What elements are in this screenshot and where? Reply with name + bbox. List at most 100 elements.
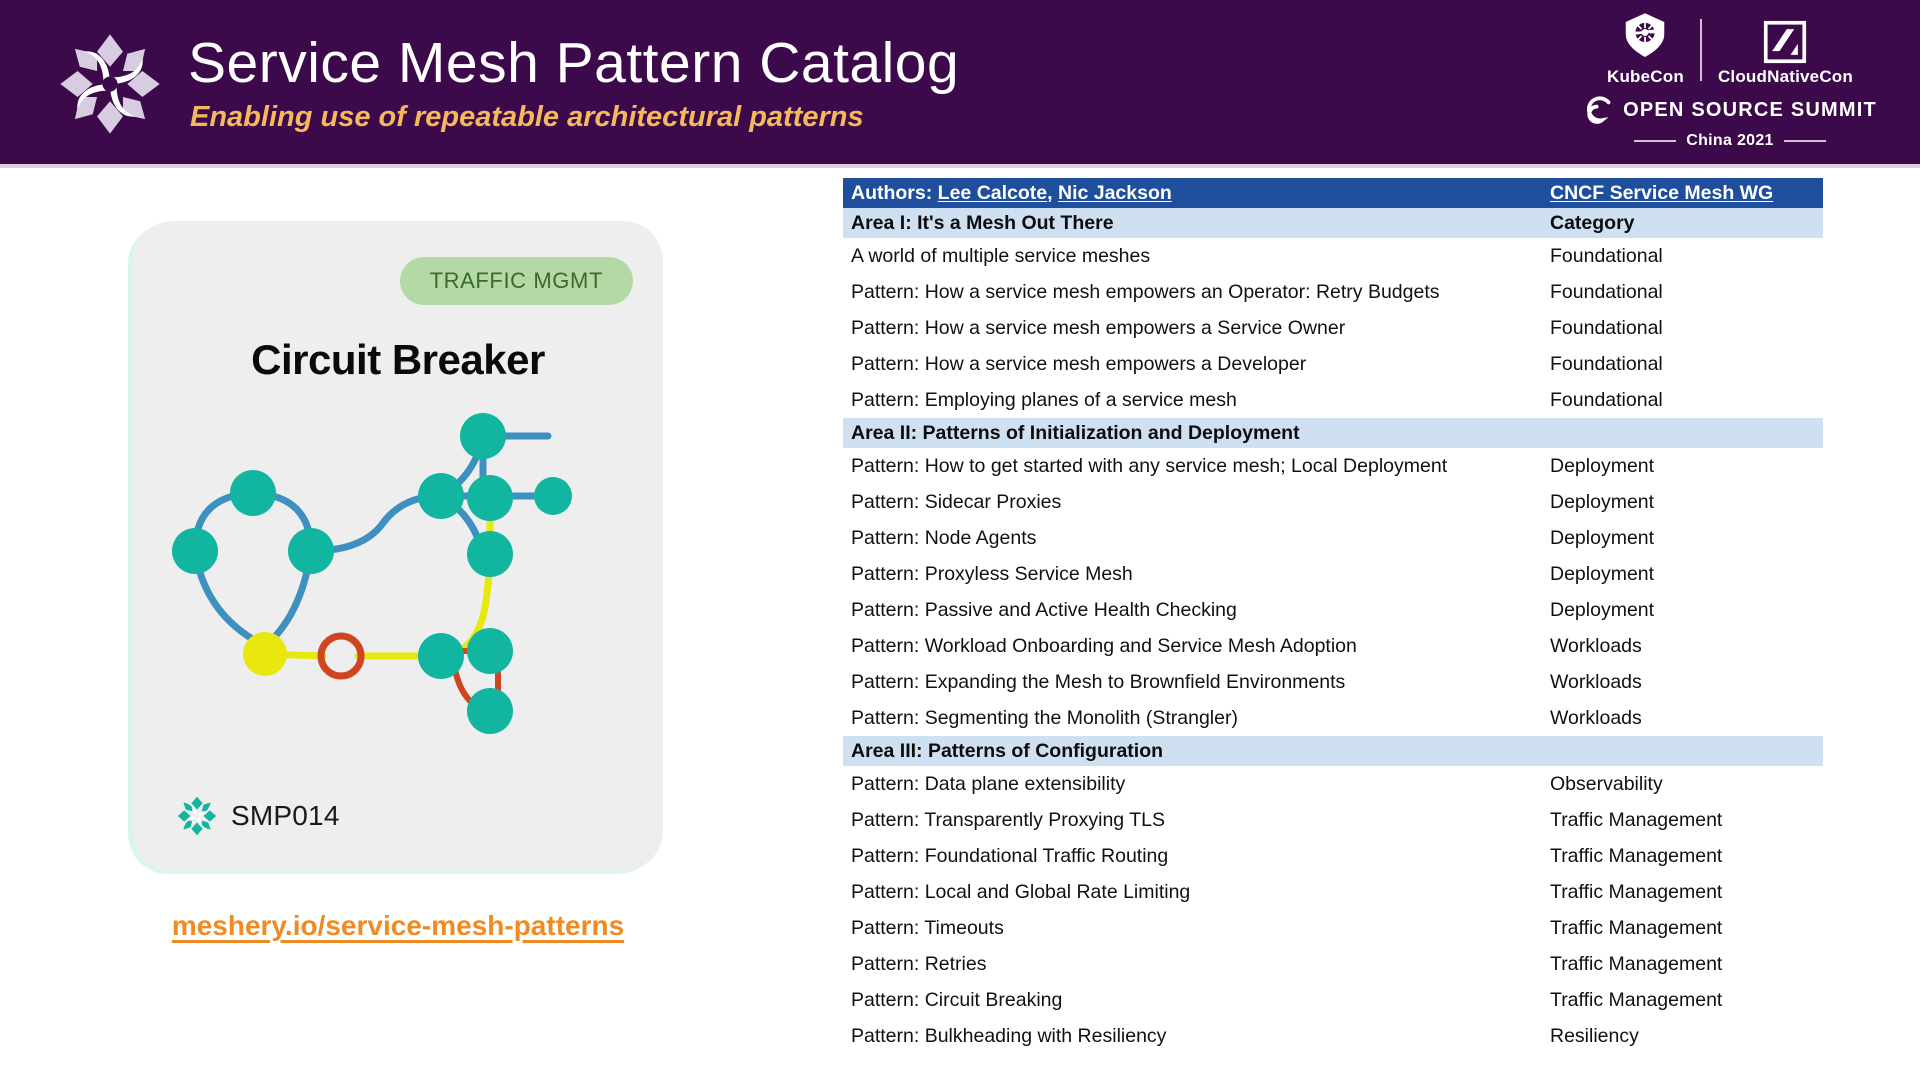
kubecon-label: KubeCon bbox=[1607, 67, 1684, 86]
table-row[interactable]: Pattern: Node Agents Deployment bbox=[843, 520, 1823, 556]
cloudnativecon-logo: CloudNativeCon bbox=[1718, 20, 1853, 87]
meshery-pinwheel-icon bbox=[177, 796, 217, 836]
area-title: Area III: Patterns of Configuration bbox=[851, 739, 1164, 762]
pattern-category-cell: Traffic Management bbox=[1550, 808, 1723, 831]
table-row[interactable]: Pattern: Transparently Proxying TLS Traff… bbox=[843, 802, 1823, 838]
pattern-name-cell: Pattern: Sidecar Proxies bbox=[851, 490, 1062, 513]
pattern-category-cell: Deployment bbox=[1550, 526, 1655, 549]
pattern-category-cell: Workloads bbox=[1550, 670, 1642, 693]
kubecon-logo: KubeCon bbox=[1607, 8, 1684, 87]
table-row[interactable]: Pattern: Foundational Traffic Routing Tra… bbox=[843, 838, 1823, 874]
pattern-name-cell: Pattern: Foundational Traffic Routing bbox=[851, 844, 1169, 867]
pattern-category-cell: Deployment bbox=[1550, 454, 1655, 477]
pattern-category-cell: Workloads bbox=[1550, 634, 1642, 657]
table-row[interactable]: Pattern: Sidecar Proxies Deployment bbox=[843, 484, 1823, 520]
area-title: Area I: It's a Mesh Out There bbox=[851, 211, 1114, 234]
sponsor-logos: KubeCon CloudNativeCon OPEN SOURCE SUMMI… bbox=[1580, 8, 1880, 158]
pattern-category-cell: Traffic Management bbox=[1550, 844, 1723, 867]
cloudnativecon-square-icon bbox=[1764, 20, 1807, 64]
authors-label: Authors: bbox=[851, 181, 933, 204]
table-row[interactable]: Pattern: How to get started with any ser… bbox=[843, 448, 1823, 484]
pattern-name-cell: Pattern: Timeouts bbox=[851, 916, 1004, 939]
kubernetes-helm-icon bbox=[1626, 13, 1665, 57]
meshery-pinwheel-icon bbox=[60, 34, 160, 134]
area-title: Area II: Patterns of Initialization and … bbox=[851, 421, 1300, 444]
authors-cell: Authors: Lee Calcote, Nic Jackson bbox=[843, 182, 1528, 205]
pattern-category-cell: Deployment bbox=[1550, 562, 1655, 585]
area-header-row: Area II: Patterns of Initialization and … bbox=[843, 418, 1823, 448]
pattern-category-cell: Traffic Management bbox=[1550, 916, 1723, 939]
pattern-name-cell: Pattern: Passive and Active Health Check… bbox=[851, 598, 1237, 621]
pattern-name-cell: Pattern: Local and Global Rate Limiting bbox=[851, 880, 1191, 903]
table-row[interactable]: Pattern: Timeouts Traffic Management bbox=[843, 910, 1823, 946]
pattern-name-cell: Pattern: Segmenting the Monolith (Strang… bbox=[851, 706, 1238, 729]
header-title-group: Service Mesh Pattern Catalog Enabling us… bbox=[188, 30, 960, 135]
cloudnativecon-label: CloudNativeCon bbox=[1717, 67, 1853, 86]
pattern-name-cell: Pattern: How a service mesh empowers a S… bbox=[851, 316, 1346, 339]
table-row[interactable]: Pattern: Proxyless Service Mesh Deploymen… bbox=[843, 556, 1823, 592]
pattern-name-cell: Pattern: How a service mesh empowers a D… bbox=[851, 352, 1307, 375]
pattern-name-cell: A world of multiple service meshes bbox=[851, 244, 1151, 267]
pattern-category-cell: Observability bbox=[1550, 772, 1663, 795]
table-row[interactable]: Pattern: Data plane extensibility Observa… bbox=[843, 766, 1823, 802]
table-row[interactable]: Pattern: Circuit Breaking Traffic Managem… bbox=[843, 982, 1823, 1018]
pattern-category-cell: Foundational bbox=[1550, 316, 1663, 339]
table-row[interactable]: Pattern: Employing planes of a service m… bbox=[843, 382, 1823, 418]
table-row[interactable]: A world of multiple service meshes Founda… bbox=[843, 238, 1823, 274]
table-row[interactable]: Pattern: Bulkheading with Resiliency Resi… bbox=[843, 1018, 1823, 1054]
cncf-service-mesh-wg-link[interactable]: CNCF Service Mesh WG bbox=[1550, 181, 1774, 204]
circuit-breaker-marker bbox=[317, 632, 365, 680]
table-row[interactable]: Pattern: Segmenting the Monolith (Strang… bbox=[843, 700, 1823, 736]
pattern-card[interactable]: TRAFFIC MGMT Circuit Breaker bbox=[133, 221, 663, 871]
table-row[interactable]: Pattern: Workload Onboarding and Service… bbox=[843, 628, 1823, 664]
pattern-name-cell: Pattern: Expanding the Mesh to Brownfiel… bbox=[851, 670, 1346, 693]
pattern-name-cell: Pattern: Workload Onboarding and Service… bbox=[851, 634, 1357, 657]
table-row[interactable]: Pattern: Retries Traffic Management bbox=[843, 946, 1823, 982]
pattern-category-cell: Foundational bbox=[1550, 352, 1663, 375]
pattern-id-label: SMP014 bbox=[231, 800, 340, 831]
table-row[interactable]: Pattern: Passive and Active Health Check… bbox=[843, 592, 1823, 628]
pattern-name-cell: Pattern: Bulkheading with Resiliency bbox=[851, 1024, 1167, 1047]
pattern-category-cell: Workloads bbox=[1550, 706, 1642, 729]
wg-cell: CNCF Service Mesh WG bbox=[1528, 182, 1823, 205]
pattern-category-cell: Traffic Management bbox=[1550, 952, 1723, 975]
page-header: Service Mesh Pattern Catalog Enabling us… bbox=[0, 0, 1920, 168]
pattern-name-cell: Pattern: Retries bbox=[851, 952, 987, 975]
page-title: Service Mesh Pattern Catalog bbox=[188, 30, 960, 95]
author-link-1[interactable]: Lee Calcote bbox=[937, 181, 1048, 204]
meshery-patterns-link[interactable]: meshery.io/service-mesh-patterns bbox=[171, 910, 625, 941]
pattern-category-cell: Traffic Management bbox=[1550, 880, 1723, 903]
year-rule-right bbox=[1783, 140, 1826, 142]
table-row[interactable]: Pattern: Local and Global Rate Limiting T… bbox=[843, 874, 1823, 910]
oss-label: OPEN SOURCE SUMMIT bbox=[1623, 98, 1877, 121]
pattern-name-cell: Pattern: Circuit Breaking bbox=[851, 988, 1063, 1011]
area-category-header: Category bbox=[1550, 211, 1635, 234]
pattern-category-cell: Resiliency bbox=[1550, 1024, 1639, 1047]
area-header-row: Area I: It's a Mesh Out There Category bbox=[843, 208, 1823, 238]
pattern-category-cell: Foundational bbox=[1550, 244, 1663, 267]
year-rule-left bbox=[1634, 140, 1677, 142]
pattern-id-group: SMP014 bbox=[177, 796, 340, 836]
pattern-name-cell: Pattern: Proxyless Service Mesh bbox=[851, 562, 1133, 585]
authors-header-row: Authors: Lee Calcote, Nic Jackson CNCF S… bbox=[843, 178, 1823, 208]
authors-separator: , bbox=[1047, 181, 1058, 204]
header-underline bbox=[0, 164, 1920, 168]
circuit-breaker-diagram bbox=[172, 413, 572, 734]
status-badge: TRAFFIC MGMT bbox=[399, 257, 633, 305]
page-subtitle: Enabling use of repeatable architectural… bbox=[190, 101, 864, 134]
table-row[interactable]: Pattern: How a service mesh empowers a S… bbox=[843, 310, 1823, 346]
table-row[interactable]: Pattern: Expanding the Mesh to Brownfiel… bbox=[843, 664, 1823, 700]
pattern-category-cell: Traffic Management bbox=[1550, 988, 1723, 1011]
pattern-name-cell: Pattern: How a service mesh empowers an … bbox=[851, 280, 1440, 303]
mesh-node bbox=[172, 413, 572, 734]
table-row[interactable]: Pattern: How a service mesh empowers an … bbox=[843, 274, 1823, 310]
pattern-category-cell: Foundational bbox=[1550, 280, 1663, 303]
sponsor-divider bbox=[1699, 19, 1702, 81]
catalog-body: Area I: It's a Mesh Out There Category A w… bbox=[843, 208, 1823, 1054]
pattern-category-cell: Deployment bbox=[1550, 598, 1655, 621]
pattern-name-cell: Pattern: Data plane extensibility bbox=[851, 772, 1126, 795]
area-header-row: Area III: Patterns of Configuration bbox=[843, 736, 1823, 766]
author-link-2[interactable]: Nic Jackson bbox=[1057, 181, 1172, 204]
sponsor-year-label: China 2021 bbox=[1686, 132, 1774, 149]
table-row[interactable]: Pattern: How a service mesh empowers a D… bbox=[843, 346, 1823, 382]
